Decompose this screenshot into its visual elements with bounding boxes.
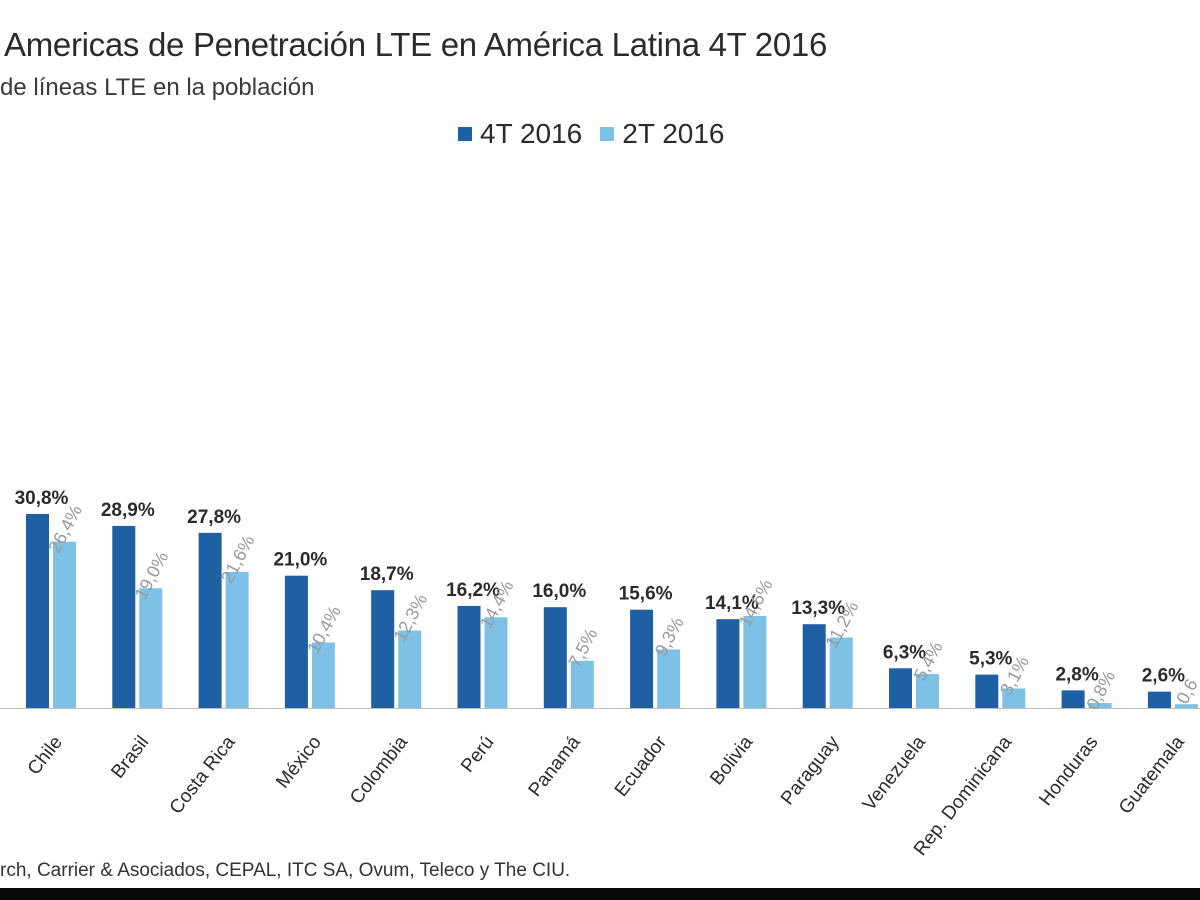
category-label-panam-: Panamá xyxy=(525,732,585,801)
data-label-4t-m-xico: 21,0% xyxy=(273,550,327,571)
category-label-guatemala: Guatemala xyxy=(1115,732,1189,819)
legend-swatch-4t xyxy=(458,127,472,141)
source-note: rch, Carrier & Asociados, CEPAL, ITC SA,… xyxy=(0,860,571,881)
bar-2t-honduras xyxy=(1088,702,1112,708)
bar-4t-per- xyxy=(457,605,481,708)
data-label-2t-costa-rica: 21,6% xyxy=(217,532,259,586)
category-label-bolivia: Bolivia xyxy=(706,732,757,789)
category-label-brasil: Brasil xyxy=(107,732,153,782)
data-label-4t-honduras: 2,8% xyxy=(1055,664,1098,685)
bar-4t-guatemala xyxy=(1147,691,1171,708)
bar-4t-chile xyxy=(26,513,49,708)
data-label-2t-chile: 26,4% xyxy=(44,502,86,556)
bar-2t-per- xyxy=(484,617,508,708)
category-label-costa-rica: Costa Rica xyxy=(166,732,240,818)
bar-2t-panam- xyxy=(570,660,594,708)
chart-legend: 4T 2016 2T 2016 xyxy=(458,118,725,150)
data-label-4t-per-: 16,2% xyxy=(446,580,500,601)
bar-4t-m-xico xyxy=(284,575,308,708)
bar-2t-brasil xyxy=(139,588,163,708)
category-label-colombia: Colombia xyxy=(346,732,412,809)
bar-4t-paraguay xyxy=(802,624,826,708)
bar-2t-guatemala xyxy=(1174,704,1198,708)
bar-2t-bolivia xyxy=(743,616,767,708)
data-label-4t-paraguay: 13,3% xyxy=(791,598,845,619)
data-label-2t-panam-: 7,5% xyxy=(565,625,602,671)
chart-title: Americas de Penetración LTE en América L… xyxy=(4,26,828,63)
data-label-4t-costa-rica: 27,8% xyxy=(187,507,241,528)
bar-4t-brasil xyxy=(112,525,136,708)
bar-2t-rep-dominicana xyxy=(1002,688,1026,708)
bar-2t-chile xyxy=(53,541,76,708)
legend-label-2t: 2T 2016 xyxy=(622,118,725,149)
bar-4t-colombia xyxy=(371,590,395,708)
category-label-paraguay: Paraguay xyxy=(777,732,844,809)
data-label-4t-colombia: 18,7% xyxy=(360,564,414,585)
legend-item-2t: 2T 2016 xyxy=(600,118,725,150)
bar-4t-honduras xyxy=(1061,690,1085,708)
category-label-rep-dominicana: Rep. Dominicana xyxy=(910,732,1017,860)
category-label-honduras: Honduras xyxy=(1035,732,1102,810)
data-label-2t-colombia: 12,3% xyxy=(390,590,432,644)
chart-subtitle: de líneas LTE en la población xyxy=(0,74,315,101)
bar-4t-bolivia xyxy=(716,619,740,708)
bar-2t-ecuador xyxy=(657,649,681,708)
bar-4t-panam- xyxy=(543,607,567,708)
bar-4t-rep-dominicana xyxy=(975,674,999,708)
legend-label-4t: 4T 2016 xyxy=(480,118,583,149)
bar-2t-venezuela xyxy=(916,673,939,708)
bar-2t-costa-rica xyxy=(225,571,249,708)
legend-swatch-2t xyxy=(600,127,615,141)
data-label-4t-ecuador: 15,6% xyxy=(619,584,673,605)
bar-2t-colombia xyxy=(398,630,422,708)
data-label-4t-bolivia: 14,1% xyxy=(705,593,759,614)
data-label-4t-brasil: 28,9% xyxy=(101,500,155,521)
category-label-chile: Chile xyxy=(24,732,67,779)
data-label-2t-ecuador: 9,3% xyxy=(651,614,688,660)
bottom-border xyxy=(0,888,1200,900)
category-label-ecuador: Ecuador xyxy=(611,732,672,801)
bar-2t-m-xico xyxy=(311,642,335,708)
data-label-2t-brasil: 19,0% xyxy=(131,548,173,602)
category-label-per-: Perú xyxy=(457,732,498,777)
bar-4t-venezuela xyxy=(889,668,912,708)
category-label-m-xico: México xyxy=(272,732,326,792)
bar-4t-costa-rica xyxy=(198,532,222,708)
data-label-4t-rep-dominicana: 5,3% xyxy=(969,649,1012,670)
data-label-4t-venezuela: 6,3% xyxy=(883,642,926,663)
data-label-2t-m-xico: 10,4% xyxy=(303,602,345,656)
data-label-4t-chile: 30,8% xyxy=(15,488,69,509)
legend-item-4t: 4T 2016 xyxy=(458,118,582,150)
data-label-4t-guatemala: 2,6% xyxy=(1142,666,1185,687)
bar-4t-ecuador xyxy=(630,609,654,708)
bar-2t-paraguay xyxy=(829,637,853,708)
data-label-4t-panam-: 16,0% xyxy=(532,581,586,602)
category-label-venezuela: Venezuela xyxy=(859,732,930,815)
